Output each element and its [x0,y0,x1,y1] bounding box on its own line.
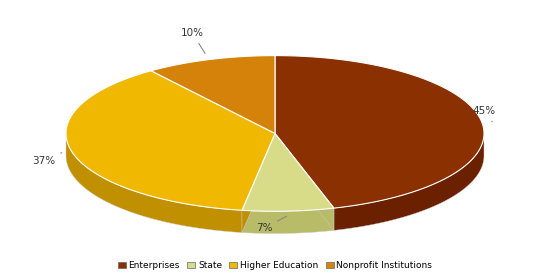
Text: 37%: 37% [32,153,62,166]
Polygon shape [66,134,242,232]
Polygon shape [66,71,275,210]
Polygon shape [242,133,275,232]
Text: 10%: 10% [181,28,205,53]
Polygon shape [275,56,484,208]
Polygon shape [151,56,275,133]
Polygon shape [275,133,334,230]
Polygon shape [242,133,334,211]
Polygon shape [275,133,334,230]
Legend: Enterprises, State, Higher Education, Nonprofit Institutions: Enterprises, State, Higher Education, No… [114,257,436,274]
Polygon shape [242,208,334,234]
Polygon shape [242,133,275,232]
Text: 7%: 7% [256,216,287,233]
Polygon shape [334,134,484,230]
Text: 45%: 45% [472,106,496,122]
